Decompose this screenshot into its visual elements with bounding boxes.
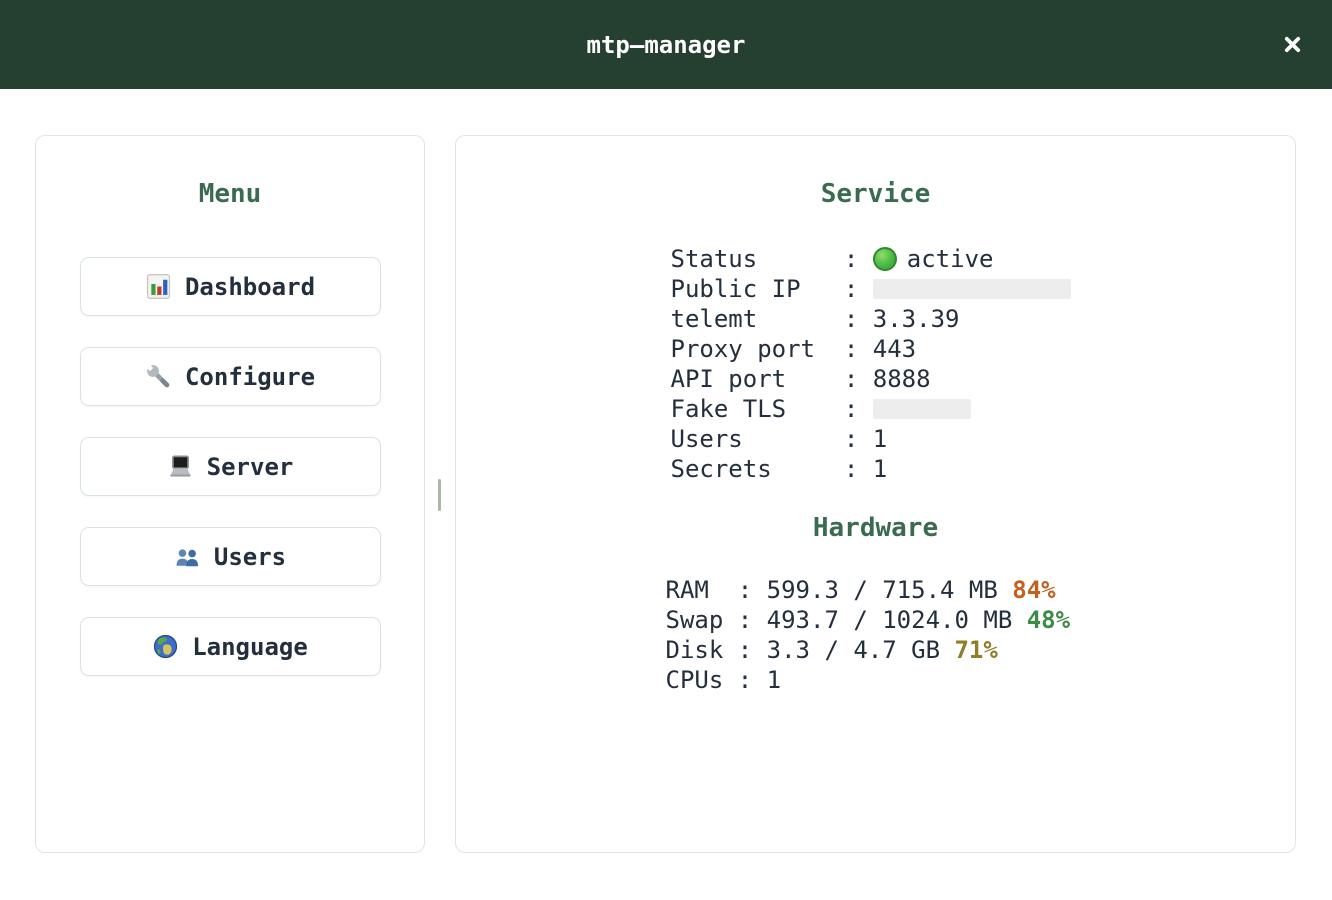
stat-value: 599.3 / 715.4 MB [766, 576, 998, 604]
stat-row-users: Users:1 [671, 424, 1081, 454]
colon: : [843, 455, 859, 483]
menu-button-label: Language [192, 632, 308, 661]
stat-row-secrets: Secrets:1 [671, 454, 1081, 484]
service-stats: Status: active Public IP: telemt:3.3.39 P… [671, 244, 1081, 484]
close-button[interactable] [1272, 25, 1312, 65]
colon: : [843, 425, 859, 453]
stat-label: Proxy port [670, 335, 816, 363]
stat-row-cpus: CPUs:1 [666, 665, 1086, 695]
colon: : [843, 245, 859, 273]
menu-button-list: Dashboard Configure [36, 257, 424, 676]
ram-percent-badge: 84% [1012, 576, 1056, 604]
stat-label: Users [670, 425, 743, 453]
menu-button-label: Dashboard [184, 272, 316, 301]
colon: : [737, 576, 753, 604]
menu-button-language[interactable]: Language [79, 617, 381, 676]
redacted-public-ip-value [872, 279, 1071, 299]
stat-label: Public IP [670, 275, 801, 303]
colon: : [843, 335, 859, 363]
menu-button-label: Users [213, 542, 287, 571]
stat-label: API port [670, 365, 787, 393]
menu-title: Menu [198, 179, 262, 209]
stat-label: Fake TLS [670, 395, 787, 423]
stat-label: CPUs [665, 666, 724, 694]
globe-icon [152, 633, 179, 660]
stat-row-fake-tls: Fake TLS: [671, 394, 1081, 424]
menu-button-configure[interactable]: Configure [79, 347, 381, 406]
colon: : [737, 636, 753, 664]
panel-resize-handle[interactable] [438, 479, 441, 511]
stat-row-public-ip: Public IP: [671, 274, 1081, 304]
stat-value: 443 [872, 335, 917, 363]
colon: : [843, 395, 859, 423]
stat-label: Swap [665, 606, 724, 634]
colon: : [843, 365, 859, 393]
colon: : [737, 606, 753, 634]
stat-label: Disk [665, 636, 724, 664]
stat-value: 3.3 / 4.7 GB [766, 636, 941, 664]
stat-value: 493.7 / 1024.0 MB [766, 606, 1013, 634]
wrench-icon [145, 363, 172, 390]
stat-value: 8888 [872, 365, 931, 393]
stat-label: Status [670, 245, 758, 273]
menu-panel: Menu Dashboard [35, 135, 425, 853]
stat-label: telemt [670, 305, 758, 333]
users-icon [174, 543, 201, 570]
menu-button-users[interactable]: Users [79, 527, 381, 586]
colon: : [737, 666, 753, 694]
close-icon [1283, 35, 1302, 54]
redacted-fake-tls-value [872, 399, 971, 419]
disk-percent-badge: 71% [954, 636, 998, 664]
stat-label: Secrets [670, 455, 772, 483]
stat-row-ram: RAM:599.3 / 715.4 MB 84% [666, 575, 1086, 605]
titlebar: mtp—manager [0, 0, 1332, 89]
service-section-title: Service [820, 179, 931, 209]
stat-value: 1 [766, 666, 782, 694]
app-window: mtp—manager Menu [0, 0, 1332, 853]
status-active-icon [872, 247, 897, 271]
menu-button-server[interactable]: Server [79, 437, 381, 496]
menu-button-label: Configure [184, 362, 316, 391]
stat-value: active [906, 245, 994, 273]
stat-row-status: Status: active [671, 244, 1081, 274]
stat-value: 1 [872, 455, 888, 483]
menu-button-label: Server [206, 452, 294, 481]
stat-row-proxy-port: Proxy port:443 [671, 334, 1081, 364]
colon: : [843, 305, 859, 333]
menu-button-dashboard[interactable]: Dashboard [79, 257, 381, 316]
hardware-section-title: Hardware [812, 513, 939, 543]
status-panel: Service Status: active Public IP: telemt:… [455, 135, 1296, 853]
colon: : [843, 275, 859, 303]
stat-row-api-port: API port:8888 [671, 364, 1081, 394]
window-title: mtp—manager [586, 30, 746, 59]
swap-percent-badge: 48% [1026, 606, 1071, 634]
stat-value: 3.3.39 [872, 305, 960, 333]
stat-value: 1 [872, 425, 888, 453]
stat-row-telemt: telemt:3.3.39 [671, 304, 1081, 334]
stat-row-swap: Swap:493.7 / 1024.0 MB 48% [666, 605, 1086, 635]
laptop-icon [167, 453, 194, 480]
hardware-stats: RAM:599.3 / 715.4 MB 84% Swap:493.7 / 102… [666, 575, 1086, 695]
stat-label: RAM [665, 576, 709, 604]
bar-chart-icon [145, 273, 172, 300]
stat-row-disk: Disk:3.3 / 4.7 GB 71% [666, 635, 1086, 665]
workspace: Menu Dashboard [0, 89, 1332, 853]
